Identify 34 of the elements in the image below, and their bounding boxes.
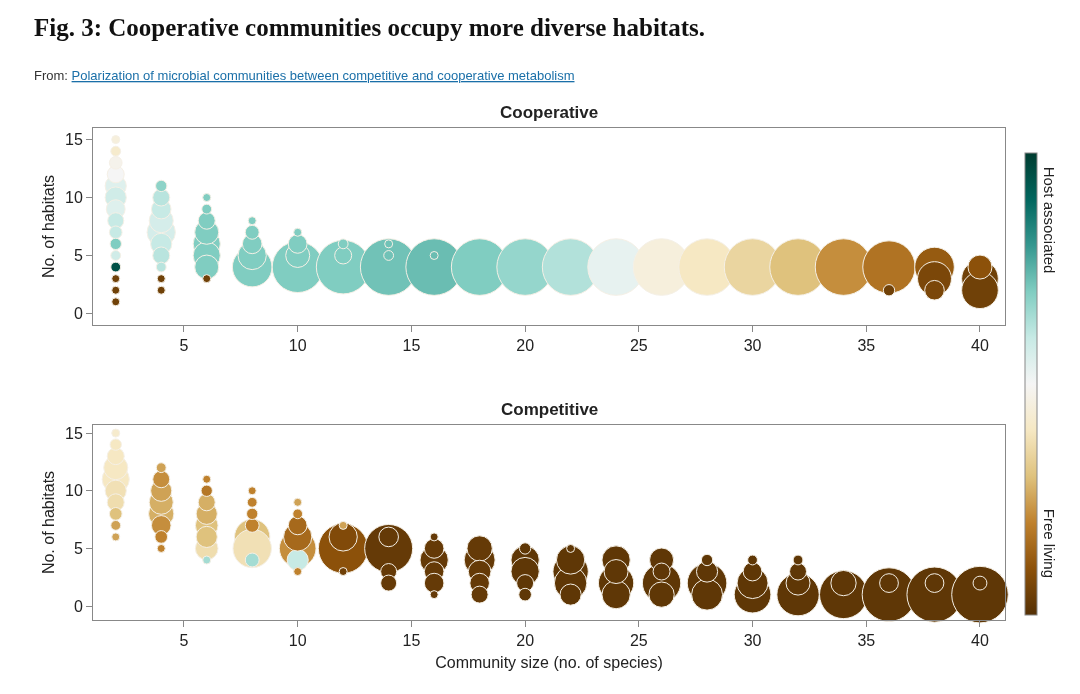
color-bar-label: Free living xyxy=(1041,508,1058,579)
x-tick-label: 15 xyxy=(402,632,421,650)
caption: Fig. 3: Cooperative communities occupy more diverse habitats. xyxy=(34,14,705,41)
chart-title: Cooperative xyxy=(500,103,599,122)
y-tick-label: 15 xyxy=(65,131,83,149)
x-tick-label: 40 xyxy=(971,632,989,650)
y-tick-label: 5 xyxy=(73,247,83,265)
x-tick-label: 40 xyxy=(971,337,989,355)
y-axis-title: No. of habitats xyxy=(39,174,57,279)
x-axis-title: Community size (no. of species) xyxy=(435,653,663,671)
y-tick-label: 0 xyxy=(73,597,83,615)
y-axis-title: No. of habitats xyxy=(39,470,57,575)
x-tick-label: 30 xyxy=(743,632,762,650)
color-bar-label: Host associated xyxy=(1041,166,1058,274)
y-tick-label: 0 xyxy=(73,305,83,323)
x-tick-label: 25 xyxy=(629,337,648,355)
x-tick-label: 35 xyxy=(857,632,876,650)
y-tick-label: 15 xyxy=(65,424,83,442)
x-tick-label: 10 xyxy=(288,632,307,650)
x-tick-label: 15 xyxy=(402,337,421,355)
x-tick-label: 20 xyxy=(516,337,535,355)
x-tick-label: 5 xyxy=(179,632,189,650)
text: Polarization of microbial communities between competitive and cooperative metabolism xyxy=(71,68,575,83)
y-tick-label: 5 xyxy=(73,540,83,558)
chart-title: Competitive xyxy=(501,400,599,419)
y-tick-label: 10 xyxy=(65,482,83,500)
x-tick-label: 20 xyxy=(516,632,535,650)
x-tick-label: 35 xyxy=(857,337,876,355)
y-tick-label: 10 xyxy=(65,189,83,207)
x-tick-label: 30 xyxy=(743,337,762,355)
x-tick-label: 10 xyxy=(288,337,307,355)
x-tick-label: 5 xyxy=(179,337,189,355)
x-tick-label: 25 xyxy=(629,632,648,650)
text: From: xyxy=(34,68,68,83)
